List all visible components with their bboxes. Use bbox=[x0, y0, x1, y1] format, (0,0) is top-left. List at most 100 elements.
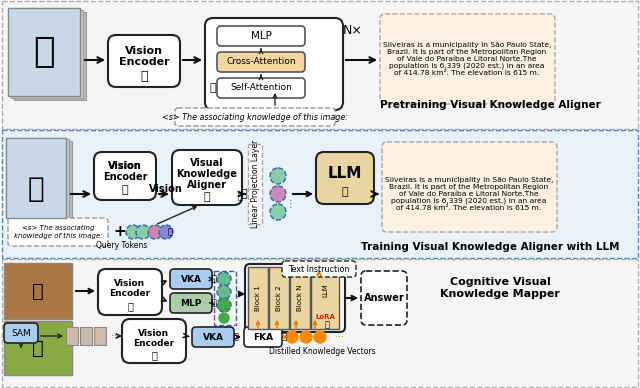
FancyBboxPatch shape bbox=[98, 269, 162, 315]
Text: Encoder: Encoder bbox=[109, 289, 150, 298]
Text: 🔥: 🔥 bbox=[241, 189, 247, 199]
Text: 🔥: 🔥 bbox=[237, 192, 243, 201]
Circle shape bbox=[300, 331, 312, 343]
Text: 🧊: 🧊 bbox=[324, 320, 330, 329]
FancyBboxPatch shape bbox=[217, 78, 305, 98]
Bar bbox=[290, 267, 310, 329]
Text: 🧊: 🧊 bbox=[127, 301, 133, 311]
Ellipse shape bbox=[270, 186, 286, 202]
Text: SAM: SAM bbox=[11, 329, 31, 338]
FancyBboxPatch shape bbox=[108, 35, 180, 87]
Text: Vision: Vision bbox=[149, 184, 183, 194]
Text: Distilled Knowledge Vectors: Distilled Knowledge Vectors bbox=[269, 346, 375, 355]
Ellipse shape bbox=[136, 225, 150, 239]
Bar bbox=[94, 327, 106, 345]
Text: Training Visual Knowledge Aligner with LLM: Training Visual Knowledge Aligner with L… bbox=[361, 242, 620, 252]
Text: Encoder: Encoder bbox=[103, 172, 147, 182]
Text: Block 1: Block 1 bbox=[255, 285, 261, 311]
Text: Vision: Vision bbox=[125, 46, 163, 56]
Text: Aligner: Aligner bbox=[187, 180, 227, 190]
FancyBboxPatch shape bbox=[170, 293, 212, 313]
Text: 🧊: 🧊 bbox=[168, 227, 173, 237]
Text: Linear Projection Layer: Linear Projection Layer bbox=[250, 140, 259, 228]
Bar bbox=[14, 12, 86, 100]
Ellipse shape bbox=[126, 225, 140, 239]
FancyBboxPatch shape bbox=[170, 269, 212, 289]
Text: FKA: FKA bbox=[253, 333, 273, 341]
Bar bbox=[12, 141, 72, 221]
Text: Text Instruction: Text Instruction bbox=[288, 265, 349, 274]
Text: <s> The associating knowledge of this image:: <s> The associating knowledge of this im… bbox=[162, 113, 348, 121]
Bar bbox=[248, 144, 262, 224]
Text: ···: ··· bbox=[335, 332, 344, 342]
Text: 🔥: 🔥 bbox=[234, 333, 239, 341]
Bar bbox=[4, 321, 72, 375]
Ellipse shape bbox=[217, 298, 231, 312]
Bar bbox=[11, 10, 83, 98]
Text: 🛡: 🛡 bbox=[33, 35, 55, 69]
Bar bbox=[80, 327, 92, 345]
Text: 🧊: 🧊 bbox=[140, 71, 148, 83]
Bar bbox=[9, 139, 69, 219]
Text: Block N: Block N bbox=[297, 285, 303, 311]
Text: 🛡: 🛡 bbox=[28, 175, 44, 203]
Text: Answer: Answer bbox=[364, 293, 404, 303]
Ellipse shape bbox=[159, 225, 173, 239]
Text: Vision: Vision bbox=[138, 329, 170, 338]
Text: 🌽: 🌽 bbox=[32, 338, 44, 357]
Bar bbox=[4, 263, 72, 319]
Bar bbox=[2, 1, 638, 129]
Text: ···: ··· bbox=[111, 331, 120, 341]
Text: 🧊: 🧊 bbox=[151, 350, 157, 360]
Ellipse shape bbox=[217, 272, 231, 286]
Text: VKA: VKA bbox=[180, 274, 202, 284]
Text: <s> The associating
knowledge of this image:: <s> The associating knowledge of this im… bbox=[13, 225, 102, 239]
Bar bbox=[269, 267, 289, 329]
Bar bbox=[8, 8, 80, 96]
FancyBboxPatch shape bbox=[122, 319, 186, 363]
Text: ⋮: ⋮ bbox=[285, 199, 295, 209]
Text: Knowledge: Knowledge bbox=[177, 169, 237, 179]
Bar bbox=[8, 8, 80, 96]
Text: Query Tokens: Query Tokens bbox=[97, 241, 148, 251]
Bar bbox=[2, 259, 638, 387]
Text: Block 2: Block 2 bbox=[276, 285, 282, 311]
FancyBboxPatch shape bbox=[380, 14, 555, 104]
Text: Vision: Vision bbox=[108, 161, 142, 171]
Bar bbox=[66, 327, 78, 345]
Text: Cross-Attention: Cross-Attention bbox=[226, 57, 296, 66]
Text: Encoder: Encoder bbox=[133, 338, 175, 348]
Text: Pretraining Visual Knowledge Aligner: Pretraining Visual Knowledge Aligner bbox=[380, 100, 600, 110]
Text: Cognitive Visual
Knowledge Mapper: Cognitive Visual Knowledge Mapper bbox=[440, 277, 560, 299]
Circle shape bbox=[286, 331, 298, 343]
FancyBboxPatch shape bbox=[282, 261, 356, 277]
Text: Silveiras is a municipality in São Paulo State,
Brazil. It is part of the Metrop: Silveiras is a municipality in São Paulo… bbox=[385, 177, 553, 211]
Text: +: + bbox=[114, 225, 126, 239]
Bar bbox=[6, 138, 66, 218]
Text: MLP: MLP bbox=[251, 31, 271, 41]
Text: LLM: LLM bbox=[322, 283, 328, 297]
Text: 🔥: 🔥 bbox=[282, 333, 287, 341]
Text: Vision: Vision bbox=[108, 161, 142, 171]
Circle shape bbox=[314, 331, 326, 343]
FancyBboxPatch shape bbox=[217, 26, 305, 46]
Circle shape bbox=[219, 313, 229, 323]
Text: Self-Attention: Self-Attention bbox=[230, 83, 292, 92]
Text: Visual: Visual bbox=[190, 158, 224, 168]
Text: VKA: VKA bbox=[202, 333, 223, 341]
FancyBboxPatch shape bbox=[316, 152, 374, 204]
Text: LLM: LLM bbox=[328, 166, 362, 182]
Text: LoRA: LoRA bbox=[315, 314, 335, 320]
FancyBboxPatch shape bbox=[205, 18, 343, 110]
FancyBboxPatch shape bbox=[361, 271, 407, 325]
Ellipse shape bbox=[270, 168, 286, 184]
Text: N×: N× bbox=[343, 24, 363, 36]
Text: 🧊: 🧊 bbox=[122, 185, 128, 195]
FancyBboxPatch shape bbox=[382, 142, 557, 232]
Ellipse shape bbox=[217, 285, 231, 299]
FancyBboxPatch shape bbox=[172, 150, 242, 205]
Text: Silveiras is a municipality in São Paulo State,
Brazil. It is part of the Metrop: Silveiras is a municipality in São Paulo… bbox=[383, 42, 551, 76]
FancyBboxPatch shape bbox=[175, 108, 335, 126]
Text: 🧊: 🧊 bbox=[342, 187, 348, 197]
FancyBboxPatch shape bbox=[244, 327, 282, 347]
